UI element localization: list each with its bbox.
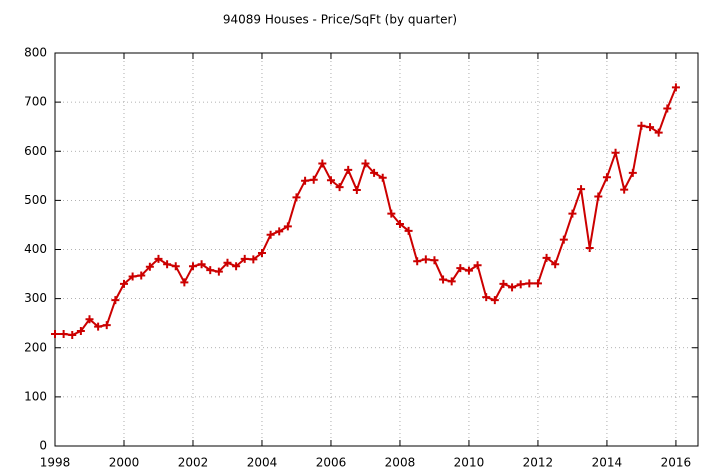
y-tick-label: 600 — [24, 144, 47, 158]
point-marker — [188, 262, 197, 271]
point-marker — [637, 121, 646, 130]
point-marker — [559, 235, 568, 244]
point-marker — [137, 271, 146, 280]
point-marker — [464, 266, 473, 275]
point-marker — [585, 244, 594, 253]
point-marker — [361, 159, 370, 168]
point-marker — [430, 256, 439, 265]
point-marker — [439, 275, 448, 284]
point-marker — [395, 219, 404, 228]
point-marker — [568, 209, 577, 218]
point-marker — [257, 248, 266, 257]
y-tick-label: 200 — [24, 340, 47, 354]
point-marker — [171, 262, 180, 271]
point-marker — [266, 230, 275, 239]
point-marker — [249, 255, 258, 264]
point-marker — [490, 296, 499, 305]
point-marker — [542, 253, 551, 262]
x-tick-label: 2008 — [385, 456, 416, 470]
point-marker — [301, 176, 310, 185]
point-marker — [51, 329, 59, 338]
x-tick-label: 2014 — [592, 456, 623, 470]
point-marker — [421, 255, 430, 264]
plot-border — [54, 52, 699, 447]
point-marker — [197, 260, 206, 269]
point-marker — [128, 272, 137, 281]
point-marker — [628, 168, 637, 177]
point-marker — [232, 262, 241, 271]
point-marker — [163, 260, 172, 269]
point-marker — [516, 280, 525, 289]
point-marker — [335, 183, 344, 192]
point-marker — [456, 264, 465, 273]
y-tick-label: 100 — [24, 389, 47, 403]
point-marker — [102, 321, 111, 330]
x-tick-label: 2016 — [661, 456, 692, 470]
point-marker — [223, 258, 232, 267]
point-marker — [499, 279, 508, 288]
point-marker — [611, 148, 620, 157]
point-marker — [292, 193, 301, 202]
chart-title: 94089 Houses - Price/SqFt (by quarter) — [223, 13, 457, 27]
point-marker — [654, 128, 663, 137]
point-marker — [85, 315, 94, 324]
point-marker — [309, 175, 318, 184]
point-marker — [473, 261, 482, 270]
point-marker — [533, 279, 542, 288]
point-marker — [370, 168, 379, 177]
point-marker — [68, 330, 77, 339]
x-tick-label: 2012 — [523, 456, 554, 470]
point-marker — [344, 165, 353, 174]
y-tick-label: 400 — [24, 242, 47, 256]
point-marker — [602, 173, 611, 182]
point-marker — [318, 159, 327, 168]
x-tick-label: 1998 — [40, 456, 71, 470]
point-marker — [525, 279, 534, 288]
point-marker — [283, 222, 292, 231]
point-marker — [180, 278, 189, 287]
point-marker — [482, 293, 491, 302]
point-marker — [119, 279, 128, 288]
point-marker — [413, 257, 422, 266]
point-marker — [352, 186, 361, 195]
point-marker — [663, 104, 672, 113]
point-marker — [671, 83, 680, 92]
point-marker — [326, 176, 335, 185]
point-marker — [111, 296, 120, 305]
point-marker — [508, 283, 517, 292]
point-marker — [145, 262, 154, 271]
point-marker — [577, 185, 586, 194]
y-tick-label: 300 — [24, 291, 47, 305]
point-marker — [76, 327, 85, 336]
x-tick-label: 2004 — [247, 456, 278, 470]
x-tick-label: 2006 — [316, 456, 347, 470]
point-marker — [154, 254, 163, 263]
y-tick-label: 0 — [39, 439, 47, 453]
point-marker — [206, 266, 215, 275]
y-tick-label: 700 — [24, 95, 47, 109]
point-marker — [387, 209, 396, 218]
point-marker — [620, 185, 629, 194]
point-marker — [404, 226, 413, 235]
x-tick-label: 2010 — [454, 456, 485, 470]
point-marker — [240, 254, 249, 263]
y-tick-label: 500 — [24, 193, 47, 207]
point-marker — [275, 227, 284, 236]
x-tick-label: 2000 — [109, 456, 140, 470]
point-marker — [646, 123, 655, 132]
point-marker — [214, 267, 223, 276]
point-marker — [378, 173, 387, 182]
point-marker — [551, 260, 560, 269]
point-marker — [94, 322, 103, 331]
point-marker — [59, 329, 68, 338]
point-marker — [594, 192, 603, 201]
y-tick-label: 800 — [24, 46, 47, 60]
point-marker — [447, 277, 456, 286]
x-tick-label: 2002 — [178, 456, 209, 470]
